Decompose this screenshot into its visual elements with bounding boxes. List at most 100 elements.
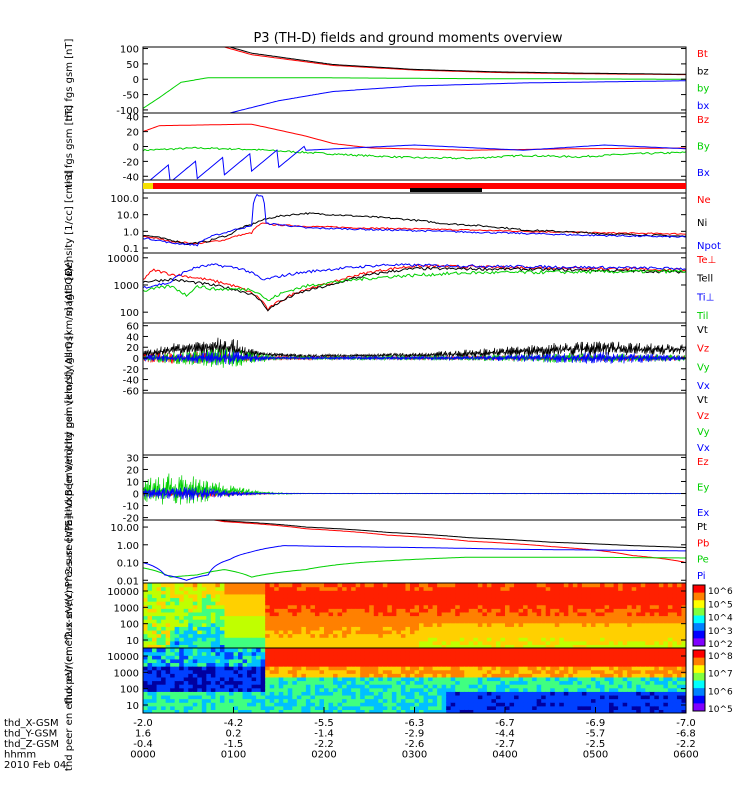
heatmap-cell [274, 662, 280, 667]
heatmap-cell [468, 644, 474, 648]
heatmap-cell [446, 680, 452, 685]
heatmap-cell [500, 655, 506, 660]
heatmap-cell [170, 608, 176, 613]
heatmap-cell [337, 629, 343, 635]
heatmap-cell [649, 608, 655, 613]
heatmap-cell [672, 655, 678, 660]
heatmap-cell [514, 705, 520, 710]
heatmap-cell [192, 604, 198, 609]
heatmap-cell [382, 662, 388, 667]
heatmap-cell [419, 640, 425, 645]
heatmap-cell [631, 611, 637, 617]
heatmap-cell [260, 691, 266, 696]
heatmap-cell [645, 622, 651, 627]
heatmap-cell [183, 705, 189, 710]
heatmap-cell [324, 615, 330, 620]
heatmap-cell [378, 593, 384, 599]
heatmap-cell [283, 640, 289, 645]
heatmap-cell [672, 687, 678, 692]
heatmap-cell [328, 590, 334, 595]
heatmap-cell [382, 633, 388, 638]
heatmap-cell [287, 604, 293, 609]
heatmap-cell [523, 644, 529, 648]
heatmap-cell [464, 608, 470, 613]
heatmap-cell [143, 680, 149, 685]
heatmap-cell [179, 655, 185, 660]
heatmap-cell [283, 644, 289, 648]
heatmap-cell [215, 601, 221, 606]
heatmap-cell [314, 644, 321, 648]
heatmap-cell [563, 648, 569, 653]
x-row-value: 0400 [492, 750, 517, 761]
heatmap-cell [183, 680, 189, 685]
heatmap-cell [622, 694, 628, 700]
heatmap-cell [373, 680, 379, 685]
heatmap-cell [292, 593, 298, 599]
heatmap-cell [170, 633, 176, 638]
heatmap-cell [631, 597, 637, 602]
heatmap-cell [441, 637, 447, 642]
heatmap-cell [559, 669, 565, 674]
heatmap-cell [319, 673, 325, 678]
heatmap-cell [667, 669, 674, 674]
heatmap-cell [581, 644, 588, 648]
heatmap-cell [283, 637, 289, 642]
heatmap-cell [369, 698, 375, 703]
heatmap-cell [152, 673, 158, 678]
heatmap-cell [346, 676, 352, 682]
heatmap-cell [269, 626, 275, 631]
heatmap-cell [482, 604, 488, 609]
heatmap-cell [400, 601, 407, 606]
heatmap-cell [373, 658, 379, 664]
heatmap-cell [242, 702, 248, 707]
heatmap-cell [206, 604, 212, 609]
heatmap-cell [450, 676, 456, 682]
heatmap-cell [324, 622, 330, 627]
heatmap-cell [563, 608, 569, 613]
heatmap-cell [559, 648, 565, 653]
heatmap-cell [319, 691, 325, 696]
heatmap-cell [505, 648, 511, 653]
heatmap-cell [346, 658, 352, 664]
heatmap-cell [577, 702, 583, 707]
heatmap-cell [672, 702, 678, 707]
heatmap-cell [676, 673, 683, 678]
heatmap-cell [174, 622, 180, 627]
heatmap-cell [518, 626, 524, 631]
heatmap-cell [473, 666, 479, 671]
heatmap-cell [658, 593, 664, 599]
heatmap-cell [590, 622, 597, 627]
colorbar-band [693, 703, 705, 712]
heatmap-cell [518, 687, 524, 692]
heatmap-cell [364, 684, 370, 689]
heatmap-cell [165, 705, 171, 710]
heatmap-cell [676, 597, 683, 602]
heatmap-cell [563, 640, 569, 645]
heatmap-cell [649, 669, 655, 674]
y-tick-label: 30 [126, 453, 139, 464]
heatmap-cell [491, 622, 497, 627]
panel-frame [142, 392, 687, 456]
heatmap-cell [631, 640, 637, 645]
heatmap-cell [324, 698, 330, 703]
heatmap-cell [455, 655, 461, 660]
heatmap-cell [505, 586, 511, 591]
heatmap-cell [355, 644, 361, 648]
heatmap-cell [437, 622, 443, 627]
heatmap-cell [310, 676, 316, 682]
heatmap-cell [541, 622, 547, 627]
heatmap-cell [613, 709, 619, 713]
heatmap-cell [274, 597, 280, 602]
heatmap-cell [663, 666, 669, 671]
colorbar-tick-label: 10^3 [708, 627, 733, 637]
heatmap-cell [455, 694, 461, 700]
heatmap-cell [527, 666, 533, 671]
heatmap-cell [296, 604, 302, 609]
heatmap-cell [378, 702, 384, 707]
legend-Vx: Vx [697, 381, 710, 392]
heatmap-cell [201, 619, 207, 624]
heatmap-cell [527, 640, 533, 645]
heatmap-cell [495, 684, 502, 689]
heatmap-cell [301, 698, 307, 703]
heatmap-cell [346, 655, 352, 660]
